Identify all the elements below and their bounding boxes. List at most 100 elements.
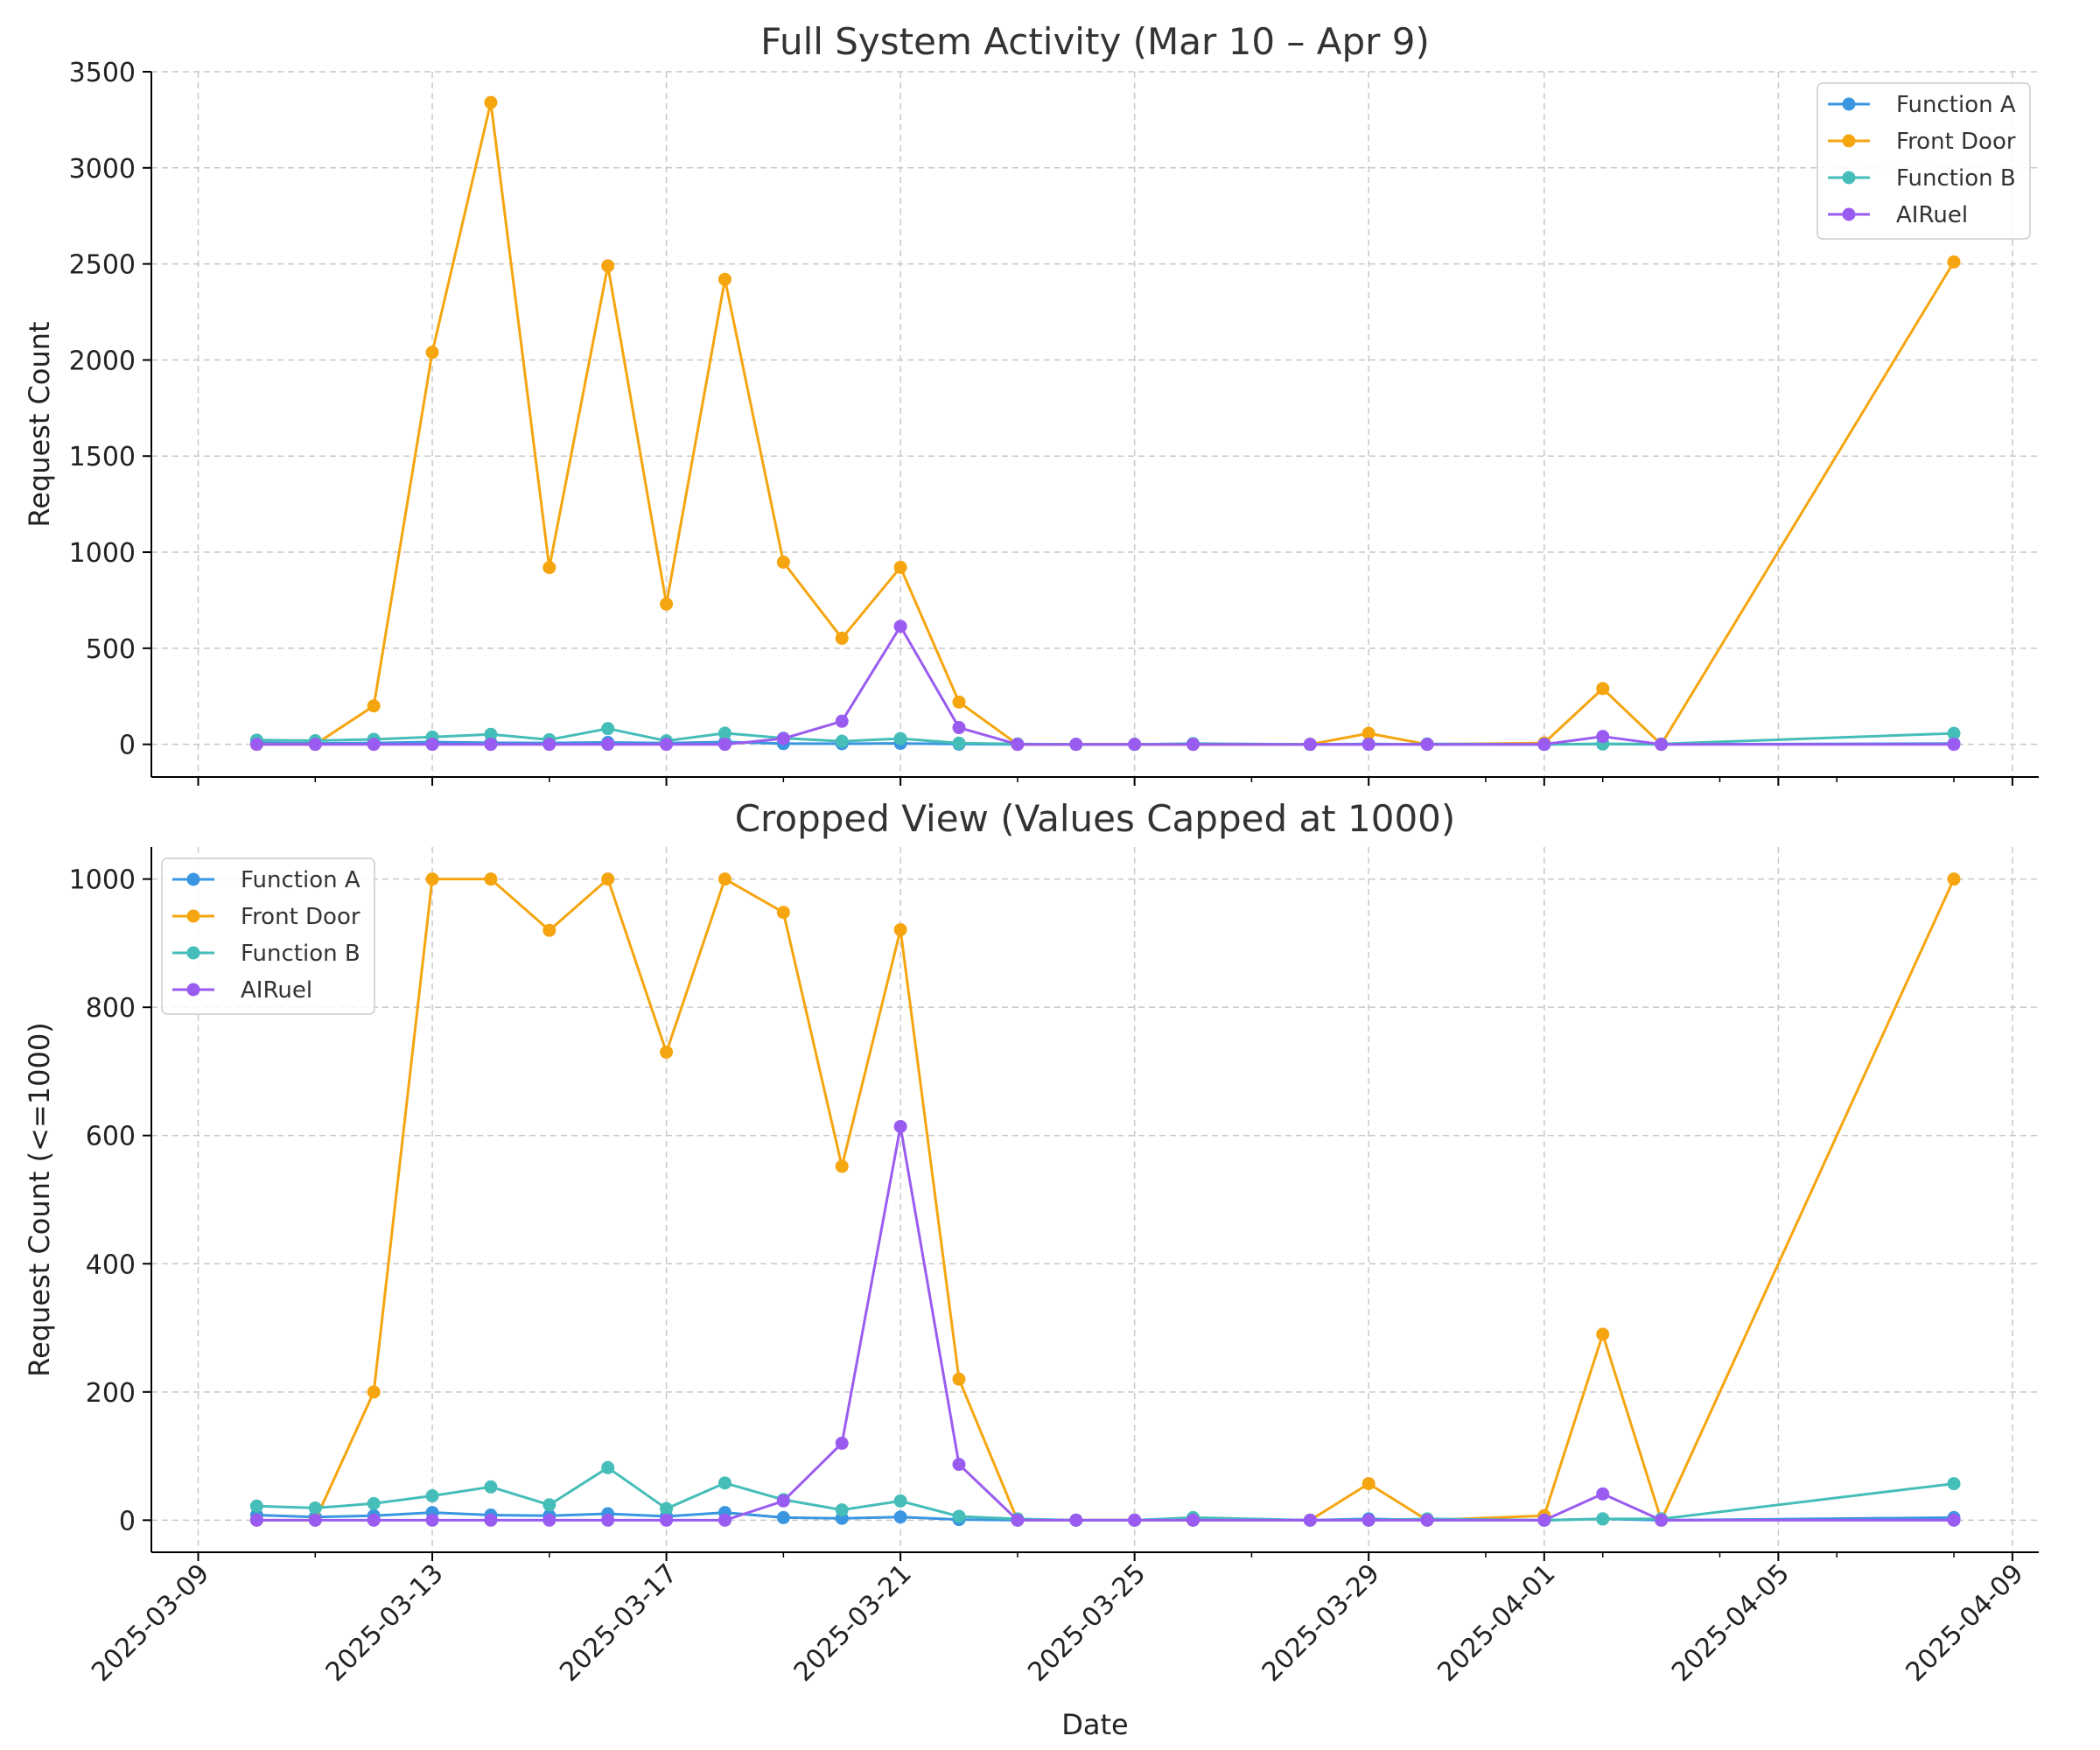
data-point xyxy=(484,727,498,741)
x-tick-label: 2025-04-05 xyxy=(1666,1558,1796,1688)
data-point xyxy=(1596,1512,1610,1526)
data-point xyxy=(367,1513,381,1527)
data-point xyxy=(893,620,907,634)
data-point xyxy=(1596,730,1610,744)
data-point xyxy=(425,872,439,886)
legend-entry: AIRuel xyxy=(1896,202,1968,228)
legend-swatch-marker xyxy=(1842,207,1856,221)
y-tick-label: 2000 xyxy=(69,346,136,376)
data-point xyxy=(601,722,615,736)
data-point xyxy=(308,1501,322,1515)
data-point xyxy=(1128,1513,1142,1527)
data-point xyxy=(1303,1513,1317,1527)
x-tick-label: 2025-03-13 xyxy=(320,1558,450,1688)
data-point xyxy=(367,699,381,713)
data-point xyxy=(893,560,907,574)
data-point xyxy=(1947,738,1961,752)
data-point xyxy=(484,872,498,886)
data-point xyxy=(1655,738,1669,752)
y-tick-label: 1000 xyxy=(69,865,136,896)
series-line-function-b xyxy=(256,1466,1955,1522)
data-point xyxy=(952,1372,966,1386)
data-point xyxy=(1303,738,1317,752)
data-point xyxy=(484,738,498,752)
data-point xyxy=(1362,1477,1376,1491)
data-point xyxy=(1069,738,1083,752)
data-point xyxy=(1420,738,1434,752)
data-point xyxy=(776,1494,790,1508)
data-point xyxy=(718,872,732,886)
legend-entry: Function A xyxy=(1896,92,2016,118)
data-point xyxy=(893,1510,907,1524)
data-point xyxy=(835,631,849,645)
data-point xyxy=(952,1509,966,1523)
y-tick-label: 3500 xyxy=(69,58,136,88)
data-point xyxy=(1596,682,1610,696)
legend-swatch-marker xyxy=(186,872,200,886)
data-point xyxy=(1947,1477,1961,1491)
y-tick-label: 3000 xyxy=(69,154,136,185)
legend-swatch-marker xyxy=(186,946,200,960)
y-tick-label: 800 xyxy=(86,993,136,1024)
data-point xyxy=(1069,1513,1083,1527)
y-axis-label: Request Count xyxy=(23,321,56,527)
data-point xyxy=(718,272,732,286)
legend-swatch-marker xyxy=(186,909,200,923)
data-point xyxy=(367,1385,381,1399)
chart-cropped-view: 0 200 400 600 800 1000 2025-03-09 2025-03-13 202… xyxy=(23,797,2039,1741)
data-point xyxy=(1186,738,1200,752)
data-point xyxy=(1128,738,1142,752)
data-point xyxy=(484,1480,498,1494)
data-point xyxy=(835,714,849,728)
data-point xyxy=(776,555,790,569)
data-point xyxy=(1362,1513,1376,1527)
legend-entry: Function A xyxy=(241,867,360,893)
y-tick-label: 1500 xyxy=(69,442,136,472)
data-point xyxy=(1947,872,1961,886)
data-point xyxy=(660,1513,674,1527)
data-point xyxy=(484,1513,498,1527)
x-tick-label: 2025-03-29 xyxy=(1256,1558,1386,1688)
x-tick-label: 2025-03-21 xyxy=(788,1558,918,1688)
y-tick-label: 200 xyxy=(86,1378,136,1409)
x-tick-label: 2025-03-17 xyxy=(554,1558,683,1688)
data-point xyxy=(835,734,849,748)
data-point xyxy=(601,872,615,886)
data-point xyxy=(1362,738,1376,752)
legend-entry: Front Door xyxy=(1896,129,2016,155)
x-tick-label: 2025-03-25 xyxy=(1022,1558,1152,1688)
data-point xyxy=(249,1513,263,1527)
data-point xyxy=(1537,738,1551,752)
y-tick-label: 600 xyxy=(86,1122,136,1152)
legend-entry: Front Door xyxy=(241,904,360,930)
data-point xyxy=(893,1494,907,1508)
data-point xyxy=(1186,1513,1200,1527)
data-point xyxy=(308,1513,322,1527)
data-point xyxy=(542,738,556,752)
legend-swatch-marker xyxy=(1842,97,1856,111)
data-point xyxy=(484,95,498,109)
series-line-airuel xyxy=(256,625,1954,746)
legend-entry: Function B xyxy=(241,941,360,967)
data-point xyxy=(542,923,556,937)
data-point xyxy=(952,695,966,709)
data-point xyxy=(952,721,966,735)
data-point xyxy=(1596,1487,1610,1501)
legend-box xyxy=(161,858,375,1015)
data-point xyxy=(660,597,674,611)
data-point xyxy=(425,738,439,752)
data-point xyxy=(425,1513,439,1527)
legend-entry: Function B xyxy=(1896,165,2016,192)
y-tick-label: 500 xyxy=(86,634,136,665)
data-point xyxy=(660,1502,674,1516)
data-point xyxy=(835,1436,849,1450)
data-point xyxy=(601,259,615,273)
data-point xyxy=(893,732,907,746)
legend-entry: AIRuel xyxy=(241,977,312,1004)
legend-swatch-marker xyxy=(1842,134,1856,148)
data-point xyxy=(835,1159,849,1173)
data-point xyxy=(601,738,615,752)
y-tick-label: 0 xyxy=(119,1506,136,1536)
data-point xyxy=(660,1045,674,1059)
